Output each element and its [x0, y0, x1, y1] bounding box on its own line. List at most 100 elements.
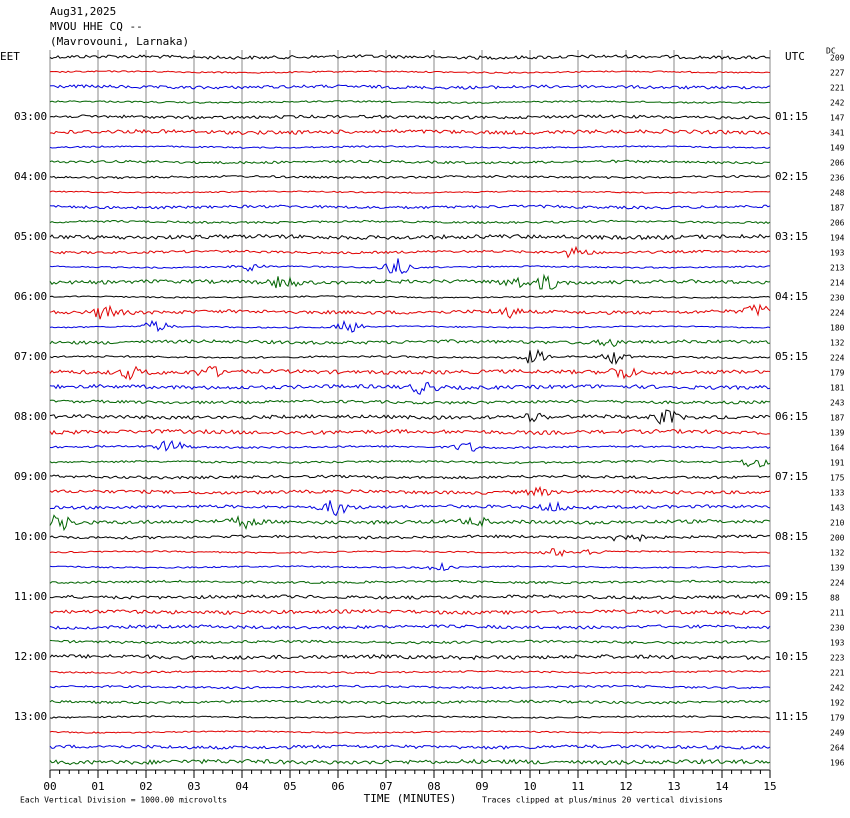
x-tick-label: 02 — [139, 780, 152, 793]
x-tick-label: 10 — [523, 780, 536, 793]
dc-value: 230 — [830, 624, 845, 633]
trace — [49, 145, 771, 149]
x-tick-label: 03 — [187, 780, 200, 793]
trace — [49, 624, 771, 630]
dc-value: 236 — [830, 174, 845, 183]
trace — [49, 273, 771, 290]
trace — [49, 699, 771, 705]
dc-value: 264 — [830, 744, 845, 753]
trace — [49, 730, 771, 734]
x-tick-label: 13 — [667, 780, 680, 793]
trace — [49, 70, 771, 74]
dc-value: 242 — [830, 99, 845, 108]
trace — [49, 381, 771, 395]
dc-value: 149 — [830, 144, 845, 153]
right-time-label: 05:15 — [775, 350, 808, 363]
x-tick-label: 12 — [619, 780, 632, 793]
dc-value: 143 — [830, 504, 845, 513]
trace — [49, 190, 771, 194]
trace — [49, 758, 771, 766]
scale-note: Each Vertical Division = 1000.00 microvo… — [20, 796, 227, 805]
left-time-label: 08:00 — [14, 410, 47, 423]
trace — [49, 534, 771, 543]
clip-note: Traces clipped at plus/minus 20 vertical… — [482, 796, 723, 805]
trace — [49, 548, 771, 558]
dc-label: DC — [826, 47, 836, 56]
trace — [49, 128, 771, 136]
dc-value: 224 — [830, 354, 845, 363]
left-time-label: 03:00 — [14, 110, 47, 123]
dc-value: 196 — [830, 759, 845, 768]
dc-value: 214 — [830, 279, 845, 288]
trace — [49, 319, 771, 333]
trace — [49, 295, 771, 299]
x-tick-label: 06 — [331, 780, 344, 793]
dc-value: 224 — [830, 579, 845, 588]
dc-value: 179 — [830, 369, 845, 378]
trace — [49, 233, 771, 241]
trace — [49, 744, 771, 750]
trace — [49, 100, 770, 104]
left-time-label: 07:00 — [14, 350, 47, 363]
right-time-label: 02:15 — [775, 170, 808, 183]
dc-value: 191 — [830, 459, 845, 468]
right-time-label: 01:15 — [775, 110, 808, 123]
dc-value: 194 — [830, 234, 845, 243]
left-time-label: 11:00 — [14, 590, 47, 603]
dc-value: 248 — [830, 189, 845, 198]
dc-value: 187 — [830, 414, 845, 423]
dc-value: 192 — [830, 699, 845, 708]
dc-value: 341 — [830, 129, 845, 138]
trace — [49, 639, 771, 645]
x-tick-label: 00 — [43, 780, 56, 793]
dc-value: 200 — [830, 534, 845, 543]
station: MVOU HHE CQ -- — [50, 20, 143, 33]
left-time-label: 10:00 — [14, 530, 47, 543]
x-tick-label: 09 — [475, 780, 488, 793]
dc-value: 242 — [830, 684, 845, 693]
dc-value: 206 — [830, 219, 845, 228]
trace — [49, 245, 771, 259]
dc-value: 139 — [830, 429, 845, 438]
trace — [49, 84, 771, 90]
x-tick-label: 04 — [235, 780, 249, 793]
trace — [49, 715, 771, 719]
trace — [49, 338, 771, 348]
dc-value: 230 — [830, 294, 845, 303]
dc-value: 132 — [830, 549, 845, 558]
date: Aug31,2025 — [50, 5, 116, 18]
dc-value: 206 — [830, 159, 845, 168]
x-tick-label: 15 — [763, 780, 776, 793]
left-zone: EET — [0, 50, 20, 63]
dc-value: 180 — [830, 324, 845, 333]
dc-value: 243 — [830, 399, 845, 408]
trace — [49, 608, 771, 616]
trace — [49, 474, 771, 480]
x-tick-label: 08 — [427, 780, 440, 793]
dc-value: 147 — [830, 114, 845, 123]
trace — [49, 365, 771, 381]
dc-value: 249 — [830, 729, 845, 738]
trace — [49, 594, 771, 601]
trace — [49, 258, 770, 275]
dc-value: 179 — [830, 714, 845, 723]
dc-value: 221 — [830, 84, 845, 93]
dc-value: 209 — [830, 54, 845, 63]
trace — [49, 204, 771, 210]
trace — [49, 670, 771, 674]
right-time-label: 09:15 — [775, 590, 808, 603]
left-time-label: 09:00 — [14, 470, 47, 483]
dc-value: 221 — [830, 669, 845, 678]
dc-value: 175 — [830, 474, 845, 483]
dc-value: 164 — [830, 444, 845, 453]
trace — [49, 439, 771, 452]
trace — [49, 485, 771, 497]
left-time-label: 12:00 — [14, 650, 47, 663]
x-tick-label: 01 — [91, 780, 104, 793]
right-time-label: 07:15 — [775, 470, 808, 483]
dc-value: 210 — [830, 519, 845, 528]
left-time-label: 04:00 — [14, 170, 47, 183]
dc-value: 193 — [830, 639, 845, 648]
x-axis-label: TIME (MINUTES) — [364, 792, 457, 805]
